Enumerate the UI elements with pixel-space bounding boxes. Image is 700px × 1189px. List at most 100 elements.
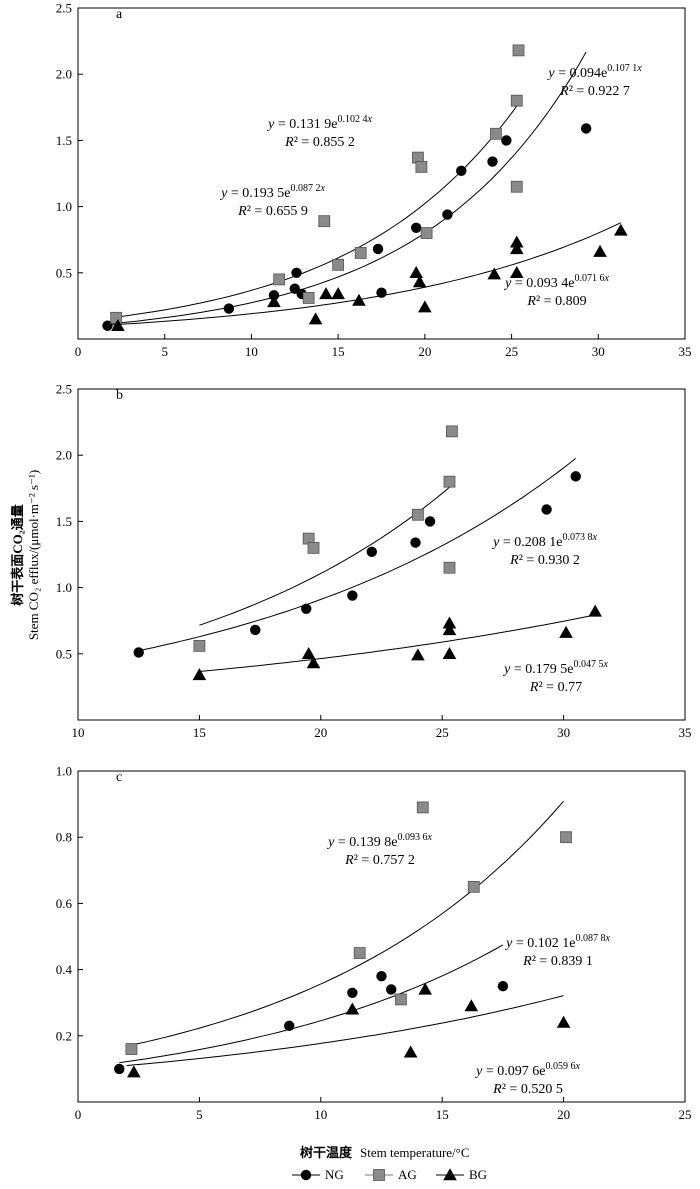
legend-marker-ng [300,1169,312,1181]
data-point-ag [467,880,480,893]
data-point-ng [284,1020,295,1032]
data-point-bg [127,1065,141,1078]
data-point-bg [192,668,207,681]
legend-label-bg: BG [469,1167,487,1182]
data-point-ag [302,292,315,304]
y-tick-label: 1.5 [56,133,72,148]
data-point-bg [588,604,602,617]
x-tick-label: 20 [314,725,327,740]
data-point-ag [510,94,523,107]
data-point-ng [424,516,436,527]
data-point-ng [250,624,261,636]
fit-curve [138,458,577,652]
fit-curve [126,995,564,1067]
fit-curve [112,100,521,319]
equation-p1-f0-line0: y = 0.193 5e0.087 2x [219,183,325,201]
data-point-bg [614,223,628,236]
panel-label: c [116,770,122,785]
x-tick-label: 5 [196,1107,203,1122]
data-point-ng [102,320,113,331]
y-axis-title: 树干表面CO₂通量 Stem CO₂ efflux/(μmol·m⁻² s⁻¹) [10,470,41,640]
data-point-ag [412,508,424,521]
data-point-bg [301,647,316,659]
data-point-bg [306,656,321,669]
data-point-ag [416,801,429,814]
data-point-bg [464,999,479,1012]
x-tick-label: 20 [418,344,431,359]
y-tick-label: 2.5 [56,382,72,397]
data-point-ng [223,303,235,314]
panel-c: 0 5 10 15 20 25 0.2 0.4 0.6 0.8 1.0 c y = 0.139 8e0.… [56,764,692,1123]
data-point-ng [133,647,144,658]
x-tick-label: 35 [679,725,692,740]
data-point-ag [110,311,123,324]
y-tick-label: 0.5 [56,265,72,280]
x-tick-label: 5 [161,344,168,359]
equation-p0-f0-line0: y = 0.131 9e0.102 4x [266,114,372,132]
data-point-ng [291,267,302,278]
fit-curve [199,484,453,626]
data-point-ng [410,222,422,233]
plot-frame [77,770,686,1103]
y-axis-title-en: Stem CO₂ efflux/(μmol·m⁻² s⁻¹) [26,470,41,640]
x-tick-label: 25 [436,725,449,740]
data-point-ng [376,287,387,298]
data-point-ag [490,127,502,140]
data-point-ng [442,209,453,220]
data-point-bg [411,648,425,661]
data-point-ag [395,993,407,1006]
equation-p0-f1-line1: R² = 0.922 7 [559,84,630,99]
x-tick-label: 20 [557,1107,570,1122]
data-point-ng [376,971,387,982]
equation-p0-f0-line1: R² = 0.855 2 [284,135,355,150]
equation-p1-f1-line0: y = 0.208 1e0.073 8x [491,532,597,550]
data-point-ng [114,1063,125,1075]
data-point-bg [352,293,366,306]
equation-p0-f2-line1: R² = 0.809 [526,294,586,309]
y-tick-label: 1.5 [56,514,72,529]
data-point-bg [418,300,432,313]
data-point-ag [318,215,331,228]
equation-p2-f0-line0: y = 0.139 8e0.093 6x [326,832,432,850]
data-point-ng [386,984,397,995]
data-point-ng [570,471,581,482]
y-tick-label: 0.2 [56,1028,72,1043]
data-point-bg [442,647,457,659]
data-point-ag [512,44,525,57]
data-point-ng [301,603,312,614]
equation-p2-f0-line1: R² = 0.757 2 [344,853,415,868]
data-point-ng [497,980,509,992]
data-point-ag [307,541,320,554]
data-point-ag [332,258,345,271]
x-tick-label: 10 [314,1107,327,1122]
y-tick-label: 0.6 [56,896,73,911]
y-tick-label: 1.0 [56,199,72,214]
y-tick-label: 0.8 [56,830,72,845]
legend-marker-bg [443,1168,457,1181]
x-tick-label: 30 [592,344,605,359]
x-tick-label: 10 [72,725,85,740]
data-point-ag [443,475,456,488]
data-point-ag [125,1043,138,1055]
y-tick-label: 0.4 [56,962,73,977]
panel-label: b [116,388,123,403]
equation-p1-f1-line1: R² = 0.930 2 [509,553,580,568]
x-tick-label: 25 [679,1107,692,1122]
data-point-bg [267,295,281,308]
equation-p0-f1-line0: y = 0.094e0.107 1x [546,63,642,81]
x-axis-title-cn: 树干温度 [300,1145,353,1160]
fit-curve [119,944,504,1064]
data-point-bg [556,1015,571,1028]
panels: 0 5 10 15 20 25 30 35 0.5 1.0 1.5 2.0 2.5 a y = 0.131 … [56,1,692,1123]
data-point-ng [501,135,512,146]
plot-frame [77,7,686,340]
y-axis-title-cn: 树干表面CO₂通量 [10,504,25,605]
data-point-ng [580,123,592,134]
data-point-bg [509,266,524,278]
data-point-ag [420,227,433,239]
data-point-ag [354,247,367,259]
data-point-ng [372,243,384,255]
y-tick-label: 1.0 [56,764,72,779]
x-tick-label: 15 [193,725,206,740]
x-axis-title-en: Stem temperature/°C [360,1145,470,1160]
